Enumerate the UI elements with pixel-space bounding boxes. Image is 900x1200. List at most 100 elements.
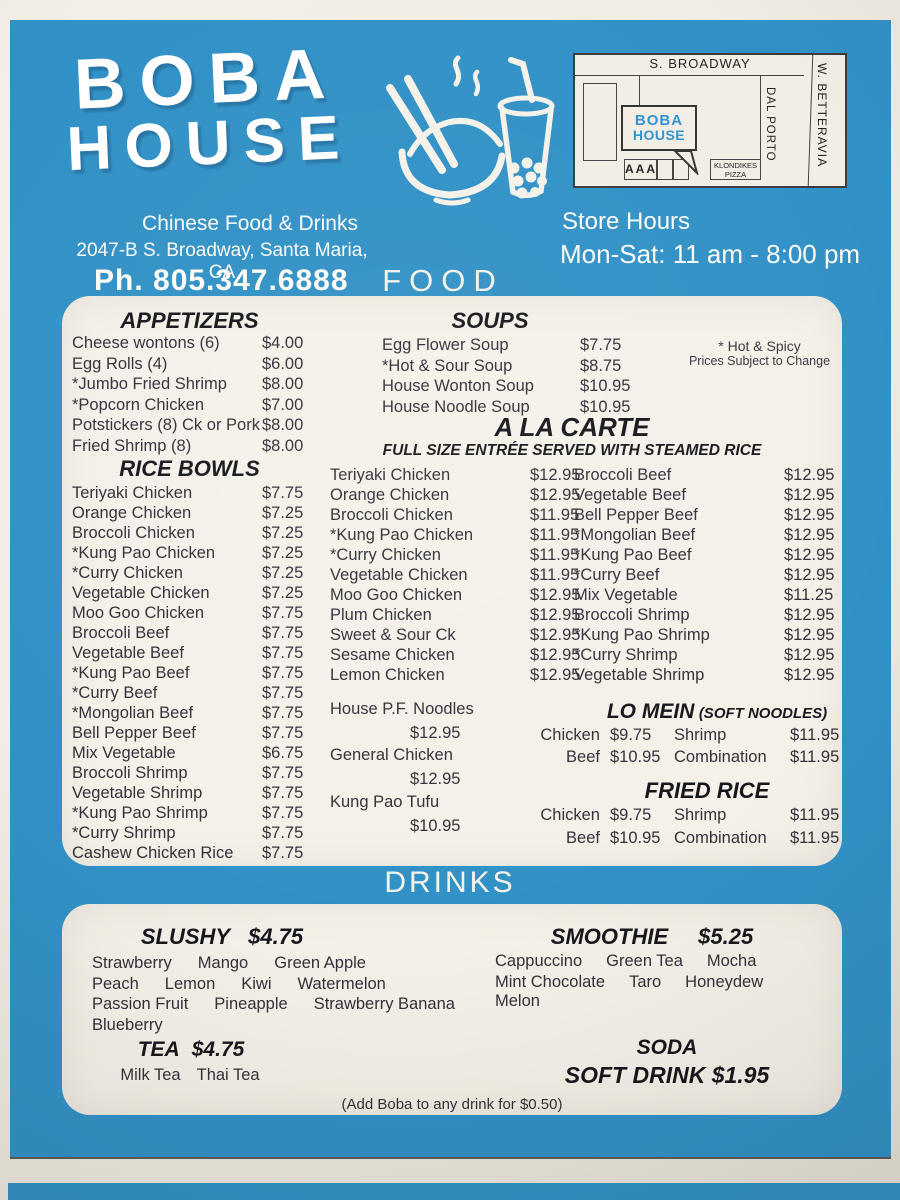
menu-item-row: Cheese wontons (6) $4.00 <box>72 334 320 355</box>
item-price: $12.95 <box>530 486 581 504</box>
flavor: Pineapple <box>214 995 288 1013</box>
menu-item-row: *Kung Pao Beef $12.95 <box>574 546 842 566</box>
item-price: $8.00 <box>262 436 304 455</box>
item-price: $12.95 <box>784 666 835 684</box>
item-price: $11.95 <box>790 748 840 766</box>
flavor-line: Blueberry <box>92 1016 492 1037</box>
menu-item-row: Teriyaki Chicken $7.75 <box>72 484 320 504</box>
map-pizza-line1: KLONDIKES <box>714 161 757 170</box>
item-price: $12.95 <box>784 646 835 664</box>
item-price: $11.95 <box>530 526 580 544</box>
item-name: Chicken <box>540 806 600 824</box>
map-building-outline <box>673 159 689 180</box>
menu-item-row: *Curry Shrimp $12.95 <box>574 646 842 666</box>
item-price: $12.95 <box>410 724 461 742</box>
item-name: Broccoli Shrimp <box>72 764 188 782</box>
item-name: Chicken <box>540 726 600 744</box>
flavor: Kiwi <box>241 974 272 993</box>
item-name: Plum Chicken <box>330 606 432 624</box>
item-price: $7.75 <box>262 624 304 642</box>
soda-title: SODA <box>636 1036 698 1059</box>
slushy-flavors: Strawberry Mango Green Apple Peach Lemon Kiw… <box>92 954 492 1036</box>
item-price: $11.95 <box>530 546 580 564</box>
menu-item-row: Bell Pepper Beef $7.75 <box>72 724 320 744</box>
menu-item-row: Potstickers (8) Ck or Pork $8.00 <box>72 416 320 437</box>
item-price: $12.95 <box>784 566 835 584</box>
menu-item-row: Broccoli Chicken $11.95 <box>330 506 582 526</box>
rice-bowls-list: Teriyaki Chicken $7.75 Orange Chicken $7.2… <box>72 484 320 864</box>
map-building-pizza: KLONDIKES PIZZA <box>710 159 761 180</box>
item-price: $12.95 <box>784 626 835 644</box>
menu-item-row: Beef $10.95 Combination $11.95 <box>522 748 846 767</box>
add-boba-note: (Add Boba to any drink for $0.50) <box>341 1096 563 1113</box>
item-price: $8.00 <box>262 375 304 393</box>
item-name: Combination <box>674 829 767 847</box>
tea-price: $4.75 <box>191 1038 245 1061</box>
item-name: Vegetable Beef <box>574 486 686 504</box>
menu-item-row: *Jumbo Fried Shrimp $8.00 <box>72 375 320 396</box>
menu-item-row: Mix Vegetable $11.25 <box>574 586 842 606</box>
store-hours-label: Store Hours <box>562 208 691 235</box>
flavor-line: Cappuccino Green Tea Mocha <box>495 952 835 973</box>
flavor-line: Mint Chocolate Taro Honeydew Melon <box>495 973 835 1010</box>
menu-item-row: *Curry Beef $12.95 <box>574 566 842 586</box>
map-parcel-line <box>639 75 640 109</box>
item-name: Moo Goo Chicken <box>330 586 463 604</box>
item-name: *Kung Pao Chicken <box>72 544 216 562</box>
item-price: $7.25 <box>262 544 304 562</box>
map-street-dalporto: DAL PORTO <box>764 87 776 162</box>
item-name: Orange Chicken <box>330 486 450 504</box>
menu-item-row: *Popcorn Chicken $7.00 <box>72 396 320 417</box>
item-name: Broccoli Shrimp <box>574 606 690 624</box>
a-la-carte-subtitle: FULL SIZE ENTRÉE SERVED WITH STEAMED RIC… <box>382 442 762 459</box>
item-price: $11.95 <box>530 506 580 524</box>
lo-mein-title-suffix: (SOFT NOODLES) <box>698 705 828 722</box>
item-price: $12.95 <box>784 506 835 524</box>
item-name: *Kung Pao Chicken <box>330 526 474 544</box>
item-name: Vegetable Chicken <box>72 584 210 602</box>
menu-item-row: Sesame Chicken $12.95 <box>330 646 582 666</box>
item-price: $11.95 <box>790 806 840 824</box>
menu-item-row: Broccoli Shrimp $7.75 <box>72 764 320 784</box>
item-name: Teriyaki Chicken <box>330 466 451 484</box>
item-price: $10.95 <box>580 377 631 395</box>
item-name: Fried Shrimp (8) <box>72 436 192 455</box>
menu-item-row: Lemon Chicken $12.95 <box>330 666 582 686</box>
soups-title: SOUPS <box>451 308 529 333</box>
item-price: $7.75 <box>262 844 304 862</box>
store-hours-value: Mon-Sat: 11 am - 8:00 pm <box>560 239 861 269</box>
item-price: $9.75 <box>610 726 652 744</box>
menu-item-row: *Curry Shrimp $7.75 <box>72 824 320 844</box>
flavor: Green Apple <box>274 954 366 972</box>
item-price: $8.00 <box>262 416 304 434</box>
item-name: Moo Goo Chicken <box>72 604 205 622</box>
item-price: $7.75 <box>262 724 304 742</box>
lo-mein-title: LO MEIN (SOFT NOODLES) <box>562 700 872 724</box>
menu-item-row: *Kung Pao Shrimp $7.75 <box>72 804 320 824</box>
flavor: Peach <box>92 974 139 993</box>
a-la-carte-title: A LA CARTE <box>494 412 650 442</box>
food-section-heading: FOOD <box>382 263 504 298</box>
map-street-line <box>807 55 814 186</box>
callout-line2: HOUSE <box>632 127 686 143</box>
item-price: $7.75 <box>262 704 304 722</box>
menu-item-row: Fried Shrimp (8) $8.00 <box>72 437 320 458</box>
map-building-aaa: AAA <box>624 159 657 180</box>
map-street-line <box>760 75 761 180</box>
item-name: Vegetable Chicken <box>330 566 468 584</box>
item-price: $12.95 <box>784 526 835 544</box>
flavor: Green Tea <box>606 952 683 970</box>
slushy-price: $4.75 <box>248 924 304 949</box>
menu-item-row: *Mongolian Beef $12.95 <box>574 526 842 546</box>
item-price: $12.95 <box>530 466 581 484</box>
menu-item-row: Moo Goo Chicken $7.75 <box>72 604 320 624</box>
item-price: $7.75 <box>262 684 304 702</box>
smoothie-flavors: Cappuccino Green Tea Mocha Mint Chocolate T… <box>495 952 835 1010</box>
item-name: Combination <box>674 748 767 766</box>
item-name: Shrimp <box>674 806 727 824</box>
appetizers-list: Cheese wontons (6) $4.00 Egg Rolls (4) $6.… <box>72 334 320 457</box>
item-name: *Hot & Sour Soup <box>382 356 513 375</box>
food-panel: APPETIZERS Cheese wontons (6) $4.00 Egg R… <box>62 296 842 866</box>
menu-item-row: General Chicken $12.95 <box>330 746 580 789</box>
